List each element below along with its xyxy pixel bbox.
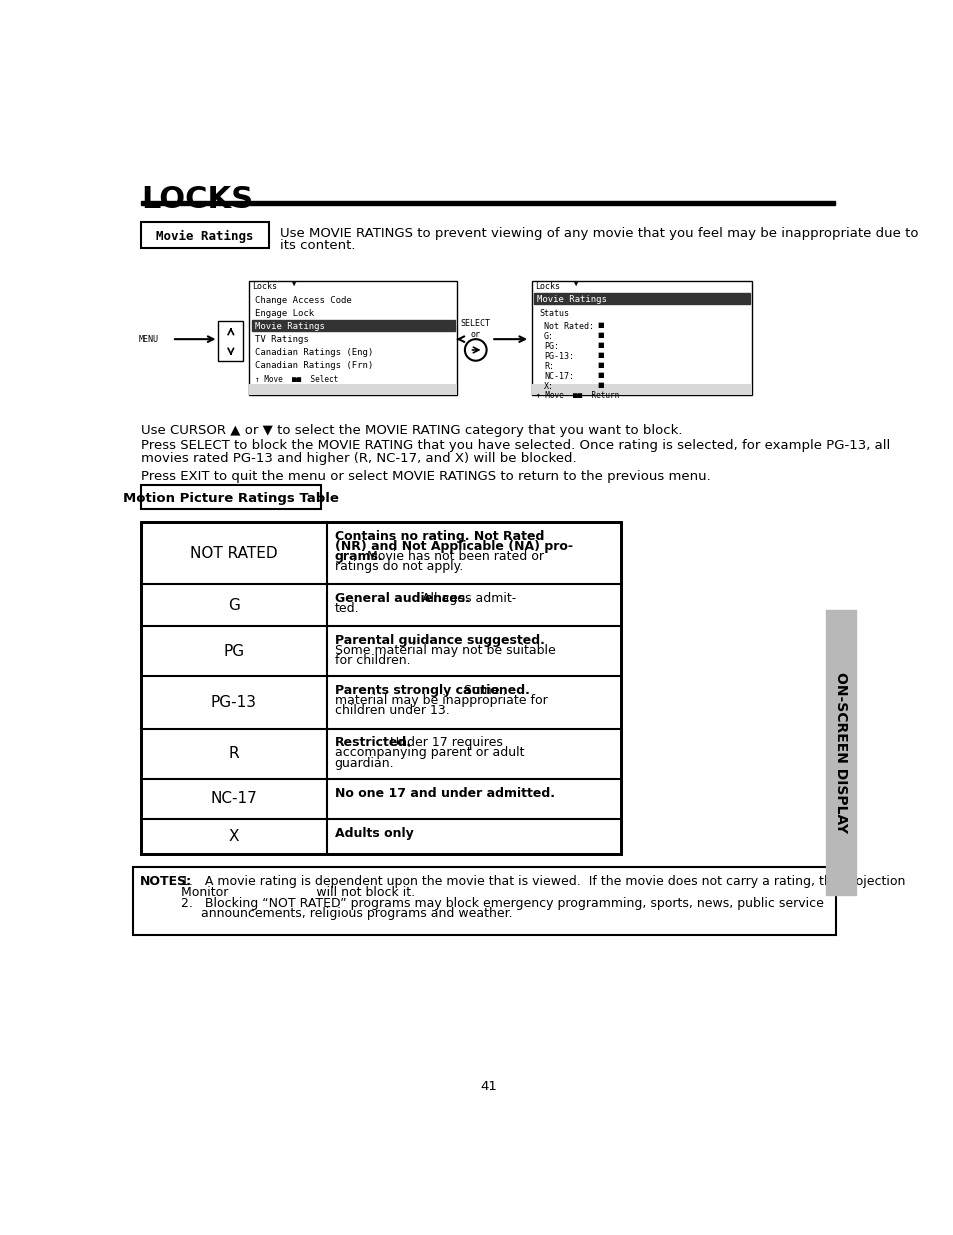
Text: Movie Ratings: Movie Ratings: [254, 322, 324, 331]
Circle shape: [464, 340, 486, 361]
Text: accompanying parent or adult: accompanying parent or adult: [335, 746, 523, 760]
Text: children under 13.: children under 13.: [335, 704, 449, 718]
Text: ■: ■: [597, 383, 603, 388]
Text: Locks: Locks: [534, 282, 559, 291]
Text: PG: PG: [223, 643, 244, 659]
Text: (NR) and Not Applicable (NA) pro-: (NR) and Not Applicable (NA) pro-: [335, 540, 572, 553]
Text: 41: 41: [480, 1079, 497, 1093]
Bar: [534, 293, 749, 304]
Bar: [252, 320, 455, 331]
Text: guardian.: guardian.: [335, 757, 394, 769]
Text: ■: ■: [597, 362, 603, 368]
Text: Status: Status: [538, 309, 569, 319]
Text: material may be inappropriate for: material may be inappropriate for: [335, 694, 547, 708]
Text: R: R: [229, 746, 239, 761]
Bar: [218, 321, 243, 362]
Text: PG-13:: PG-13:: [543, 352, 574, 362]
Text: X: X: [229, 829, 239, 844]
Bar: [249, 384, 456, 395]
Text: LOCKS: LOCKS: [141, 185, 253, 214]
Text: Canadian Ratings (Eng): Canadian Ratings (Eng): [254, 348, 373, 357]
Text: MENU: MENU: [138, 335, 158, 343]
Text: NOT RATED: NOT RATED: [190, 546, 277, 561]
Text: ■: ■: [597, 322, 603, 329]
Text: ↑ Move  ■■  Select: ↑ Move ■■ Select: [254, 374, 337, 384]
Text: ■: ■: [597, 352, 603, 358]
Text: Movie has not been rated or: Movie has not been rated or: [362, 550, 543, 563]
Text: Movie Ratings: Movie Ratings: [156, 230, 253, 243]
Text: ted.: ted.: [335, 601, 359, 615]
Text: ON-SCREEN DISPLAY: ON-SCREEN DISPLAY: [833, 672, 847, 834]
Text: Monitor                      will not block it.: Monitor will not block it.: [181, 885, 415, 899]
Text: Restricted.: Restricted.: [335, 736, 412, 750]
Bar: [141, 222, 269, 248]
Bar: [141, 522, 620, 853]
Text: ratings do not apply.: ratings do not apply.: [335, 561, 462, 573]
Text: Change Access Code: Change Access Code: [254, 296, 352, 305]
Text: Press SELECT to block the MOVIE RATING that you have selected. Once rating is se: Press SELECT to block the MOVIE RATING t…: [141, 440, 889, 452]
Text: ▼: ▼: [292, 282, 296, 288]
Text: Some: Some: [459, 684, 499, 697]
Text: ■: ■: [597, 342, 603, 348]
Text: movies rated PG-13 and higher (R, NC-17, and X) will be blocked.: movies rated PG-13 and higher (R, NC-17,…: [141, 452, 576, 464]
Bar: [249, 280, 456, 395]
Bar: [141, 485, 320, 509]
Text: G: G: [228, 598, 239, 613]
Text: NC-17: NC-17: [211, 792, 257, 806]
Text: Parents strongly cautioned.: Parents strongly cautioned.: [335, 684, 529, 697]
Text: R:: R:: [543, 362, 554, 372]
Text: PG-13: PG-13: [211, 695, 256, 710]
Text: ■: ■: [597, 372, 603, 378]
Text: 1.   A movie rating is dependent upon the movie that is viewed.  If the movie do: 1. A movie rating is dependent upon the …: [181, 876, 904, 888]
Text: Engage Lock: Engage Lock: [254, 309, 314, 319]
Text: G:: G:: [543, 332, 554, 341]
Text: Motion Picture Ratings Table: Motion Picture Ratings Table: [123, 492, 338, 505]
Text: Some material may not be suitable: Some material may not be suitable: [335, 645, 555, 657]
Text: 2.   Blocking “NOT RATED” programs may block emergency programming, sports, news: 2. Blocking “NOT RATED” programs may blo…: [181, 897, 823, 910]
Text: SELECT: SELECT: [460, 320, 490, 329]
Bar: [531, 384, 752, 395]
Text: or: or: [470, 330, 480, 340]
Bar: [133, 867, 835, 935]
Text: for children.: for children.: [335, 655, 410, 667]
Text: announcements, religious programs and weather.: announcements, religious programs and we…: [181, 908, 513, 920]
Text: All ages admit-: All ages admit-: [418, 592, 517, 605]
Bar: [141, 200, 834, 205]
Text: Locks: Locks: [253, 282, 277, 291]
Text: TV Ratings: TV Ratings: [254, 336, 309, 345]
Bar: [141, 522, 620, 853]
Text: Parental guidance suggested.: Parental guidance suggested.: [335, 634, 544, 647]
Bar: [825, 610, 855, 895]
Text: X:: X:: [543, 383, 554, 391]
Text: NC-17:: NC-17:: [543, 372, 574, 382]
Text: its content.: its content.: [280, 240, 355, 252]
Text: ↑ Move  ■■  Return: ↑ Move ■■ Return: [536, 390, 618, 400]
Text: NOTES:: NOTES:: [139, 876, 192, 888]
Text: No one 17 and under admitted.: No one 17 and under admitted.: [335, 787, 554, 799]
Text: grams.: grams.: [335, 550, 383, 563]
Text: Contains no rating. Not Rated: Contains no rating. Not Rated: [335, 530, 543, 543]
Text: Under 17 requires: Under 17 requires: [385, 736, 502, 750]
Text: PG:: PG:: [543, 342, 558, 351]
Text: Canadian Ratings (Frn): Canadian Ratings (Frn): [254, 362, 373, 370]
Text: Press EXIT to quit the menu or select MOVIE RATINGS to return to the previous me: Press EXIT to quit the menu or select MO…: [141, 471, 710, 483]
Text: Movie Ratings: Movie Ratings: [537, 294, 606, 304]
Bar: [531, 280, 752, 395]
Text: General audiences.: General audiences.: [335, 592, 469, 605]
Text: Use MOVIE RATINGS to prevent viewing of any movie that you feel may be inappropr: Use MOVIE RATINGS to prevent viewing of …: [280, 227, 918, 240]
Text: ▼: ▼: [574, 282, 578, 288]
Text: Adults only: Adults only: [335, 826, 413, 840]
Text: Use CURSOR ▲ or ▼ to select the MOVIE RATING category that you want to block.: Use CURSOR ▲ or ▼ to select the MOVIE RA…: [141, 424, 681, 437]
Text: ■: ■: [597, 332, 603, 338]
Text: Not Rated:: Not Rated:: [543, 322, 594, 331]
